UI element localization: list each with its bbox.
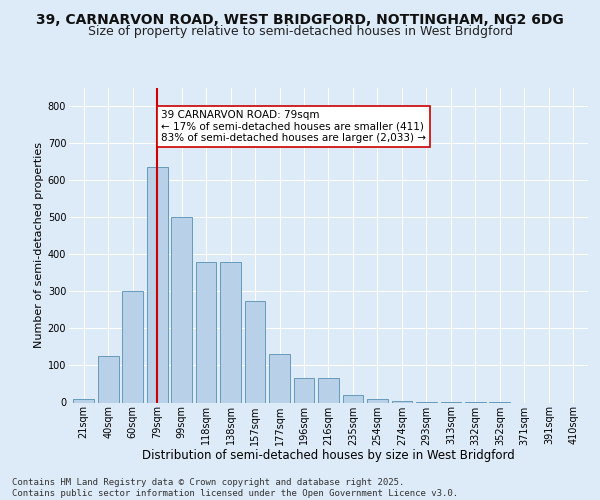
Text: Contains HM Land Registry data © Crown copyright and database right 2025.
Contai: Contains HM Land Registry data © Crown c… <box>12 478 458 498</box>
Y-axis label: Number of semi-detached properties: Number of semi-detached properties <box>34 142 44 348</box>
Text: 39 CARNARVON ROAD: 79sqm
← 17% of semi-detached houses are smaller (411)
83% of : 39 CARNARVON ROAD: 79sqm ← 17% of semi-d… <box>161 110 426 143</box>
Bar <box>318 378 339 402</box>
Bar <box>171 217 192 402</box>
Text: Size of property relative to semi-detached houses in West Bridgford: Size of property relative to semi-detach… <box>88 25 512 38</box>
Bar <box>293 378 314 402</box>
Bar <box>98 356 119 403</box>
Bar <box>220 262 241 402</box>
Bar <box>367 399 388 402</box>
Bar <box>269 354 290 403</box>
Bar <box>147 167 167 402</box>
Bar <box>196 262 217 402</box>
Text: 39, CARNARVON ROAD, WEST BRIDGFORD, NOTTINGHAM, NG2 6DG: 39, CARNARVON ROAD, WEST BRIDGFORD, NOTT… <box>36 12 564 26</box>
Bar <box>73 399 94 402</box>
Bar <box>245 300 265 402</box>
Bar <box>343 395 364 402</box>
X-axis label: Distribution of semi-detached houses by size in West Bridgford: Distribution of semi-detached houses by … <box>142 449 515 462</box>
Bar <box>122 292 143 403</box>
Bar <box>392 400 412 402</box>
